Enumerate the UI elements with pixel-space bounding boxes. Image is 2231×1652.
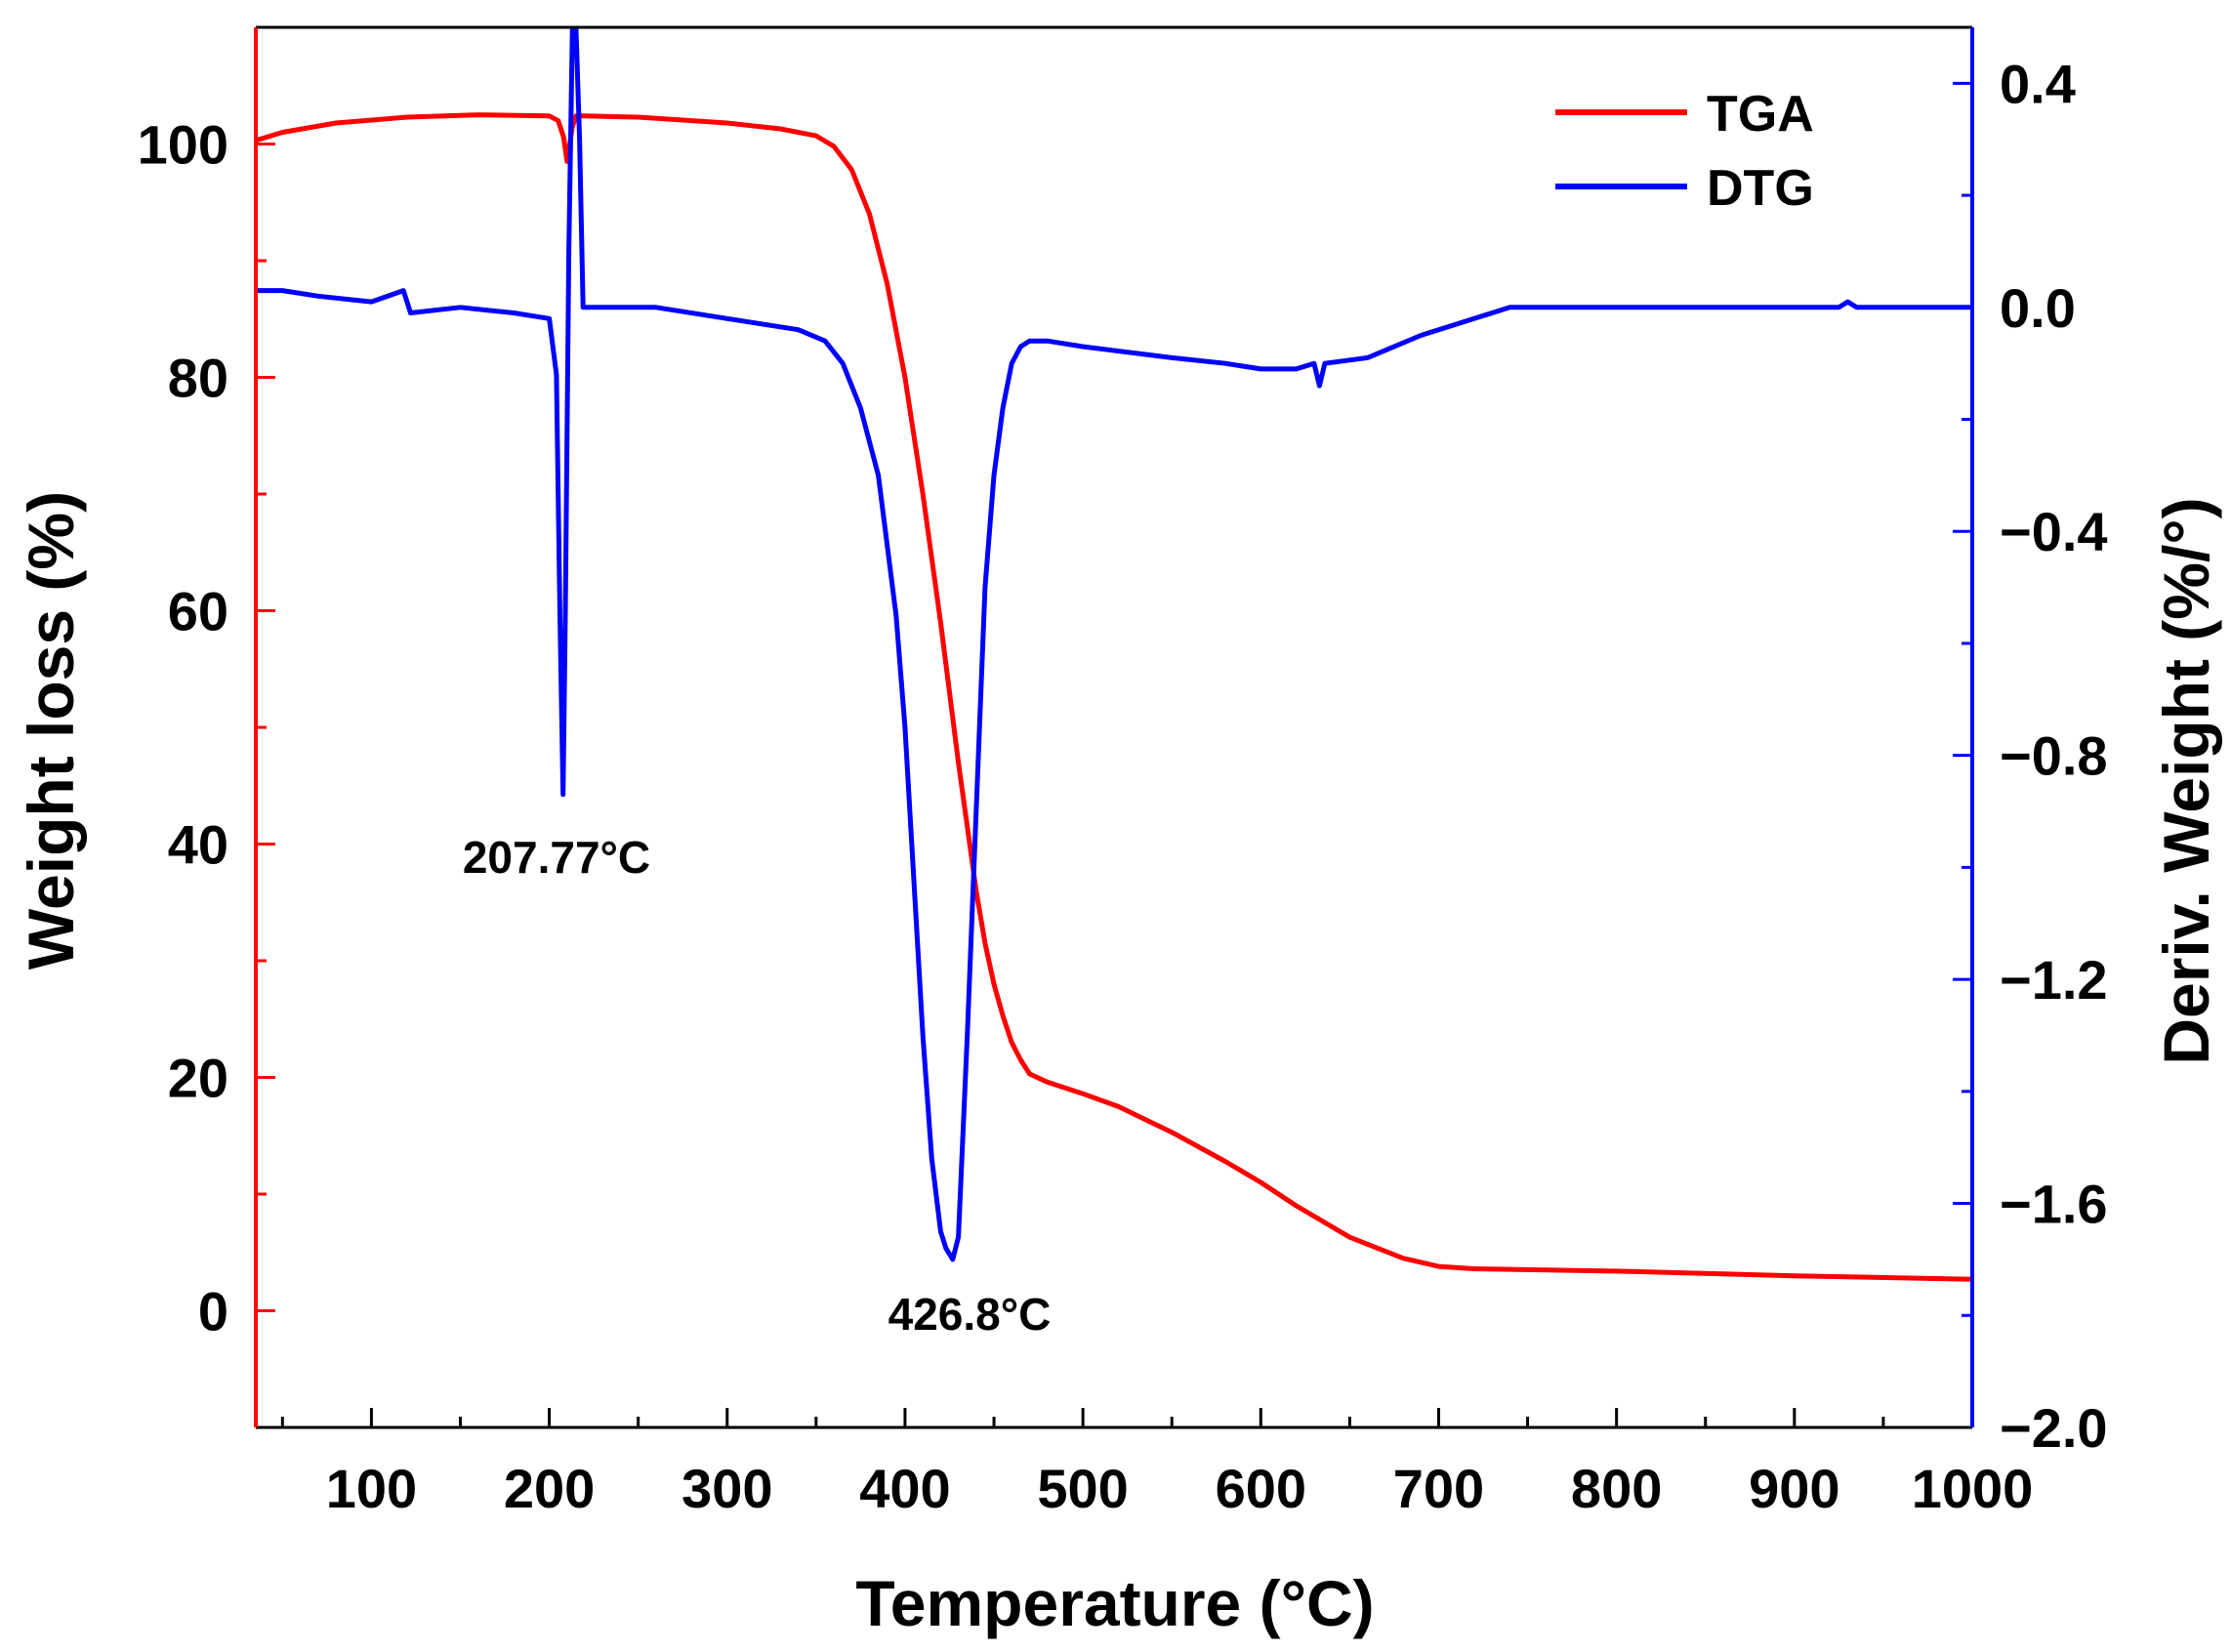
y-right-tick-label: 0.4 — [2000, 53, 2076, 114]
ticks-layer — [256, 25, 1974, 1429]
y-right-tick-label: −1.6 — [2000, 1174, 2108, 1235]
y-left-tick-label: 20 — [168, 1048, 228, 1109]
legend: TGA DTG — [1555, 86, 1814, 217]
x-tick-label: 800 — [1571, 1458, 1662, 1519]
x-tick-label: 200 — [504, 1458, 595, 1519]
annotation-peak-2: 426.8°C — [888, 1289, 1052, 1340]
x-tick-label: 600 — [1216, 1458, 1306, 1519]
x-tick-label: 300 — [682, 1458, 772, 1519]
series-line-dtg — [256, 27, 1972, 1262]
x-tick-label: 100 — [326, 1458, 417, 1519]
y-left-tick-label: 60 — [168, 581, 228, 642]
series-line-tga — [256, 112, 1972, 1282]
x-tick-label: 400 — [859, 1458, 950, 1519]
y-right-tick-label: −2.0 — [2000, 1397, 2108, 1459]
y-left-tick-label: 80 — [168, 348, 228, 409]
annotation-peak-1: 207.77°C — [463, 832, 650, 883]
y-right-tick-label: −0.4 — [2000, 501, 2108, 562]
y-left-tick-label: 40 — [168, 814, 228, 876]
frame-layer — [254, 25, 1974, 1429]
labels-layer: 100 200 300 400 500 600 700 800 900 1000 0 20 40 60 80… — [138, 53, 2108, 1519]
x-axis-title: Temperature (°C) — [855, 1567, 1374, 1639]
y-right-tick-label: −1.2 — [2000, 949, 2108, 1011]
x-tick-label: 1000 — [1912, 1458, 2034, 1519]
legend-label-tga: TGA — [1707, 86, 1814, 143]
series-layer — [256, 27, 1972, 1282]
y-right-tick-label: −0.8 — [2000, 725, 2108, 787]
x-tick-label: 500 — [1037, 1458, 1128, 1519]
y-left-tick-label: 0 — [198, 1281, 228, 1342]
y-right-axis-title: Deriv. Weight (%/°) — [2150, 497, 2222, 1064]
y-right-tick-label: 0.0 — [2000, 277, 2076, 339]
y-left-tick-label: 100 — [138, 114, 228, 176]
x-tick-label: 700 — [1393, 1458, 1484, 1519]
legend-label-dtg: DTG — [1707, 160, 1814, 217]
x-tick-label: 900 — [1749, 1458, 1839, 1519]
y-left-axis-title: Weight loss (%) — [15, 491, 87, 970]
